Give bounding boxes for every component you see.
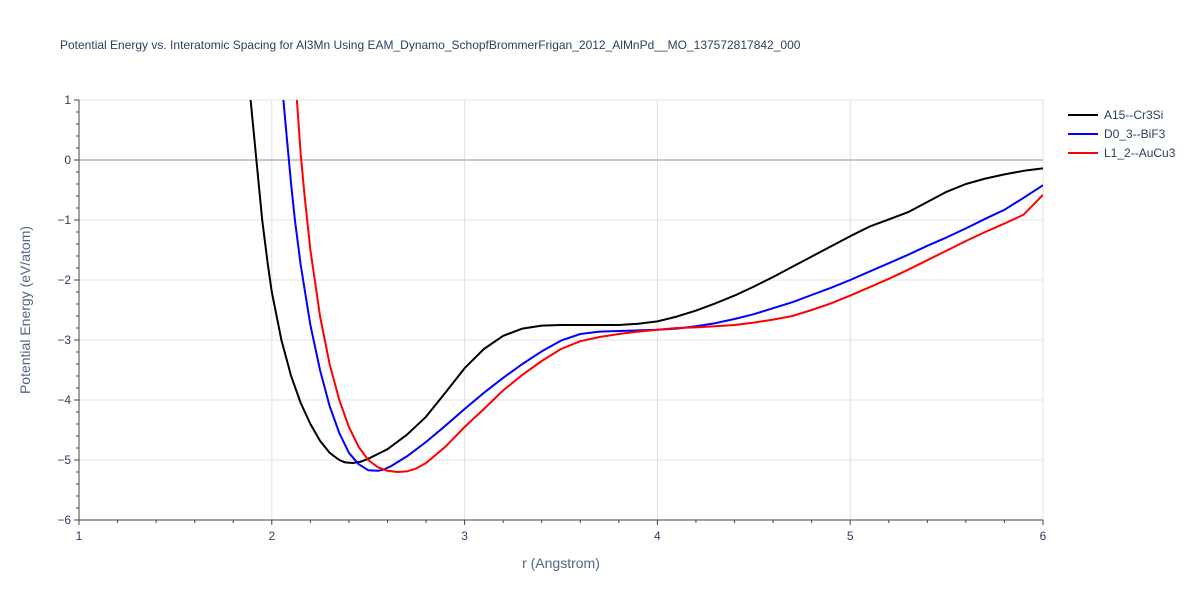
y-tick-label: −5: [57, 453, 71, 467]
legend-label: D0_3--BiF3: [1104, 127, 1166, 141]
x-tick-label: 5: [847, 529, 854, 543]
legend-label: A15--Cr3Si: [1104, 108, 1163, 122]
y-tick-label: −2: [57, 273, 71, 287]
x-axis-title: r (Angstrom): [522, 555, 600, 571]
y-tick-label: −3: [57, 333, 71, 347]
legend[interactable]: A15--Cr3Si D0_3--BiF3 L1_2--AuCu3: [1068, 108, 1176, 160]
series-line-3: [295, 100, 1043, 473]
x-tick-label: 1: [76, 529, 83, 543]
tick-labels: 1 2 3 4 5 6 −6 −5 −4 −3 −2 −1 0 1: [57, 93, 1046, 543]
series-line-1: [249, 100, 1043, 464]
x-tick-label: 4: [654, 529, 661, 543]
x-tick-label: 2: [268, 529, 275, 543]
y-tick-label: 1: [64, 93, 71, 107]
legend-item-1[interactable]: A15--Cr3Si: [1068, 108, 1163, 122]
y-tick-label: −6: [57, 513, 71, 527]
grid-lines: [79, 99, 1044, 520]
series-line-2: [282, 100, 1043, 472]
x-tick-label: 3: [461, 529, 468, 543]
y-tick-label: −4: [57, 393, 71, 407]
legend-item-2[interactable]: D0_3--BiF3: [1068, 127, 1166, 141]
legend-label: L1_2--AuCu3: [1104, 146, 1176, 160]
legend-item-3[interactable]: L1_2--AuCu3: [1068, 146, 1176, 160]
axes: [74, 99, 1044, 525]
y-tick-label: −1: [57, 213, 71, 227]
series-lines: [249, 100, 1043, 473]
chart-title: Potential Energy vs. Interatomic Spacing…: [60, 38, 801, 52]
y-tick-label: 0: [64, 153, 71, 167]
x-tick-label: 6: [1040, 529, 1047, 543]
y-axis-title: Potential Energy (eV/atom): [17, 226, 33, 394]
